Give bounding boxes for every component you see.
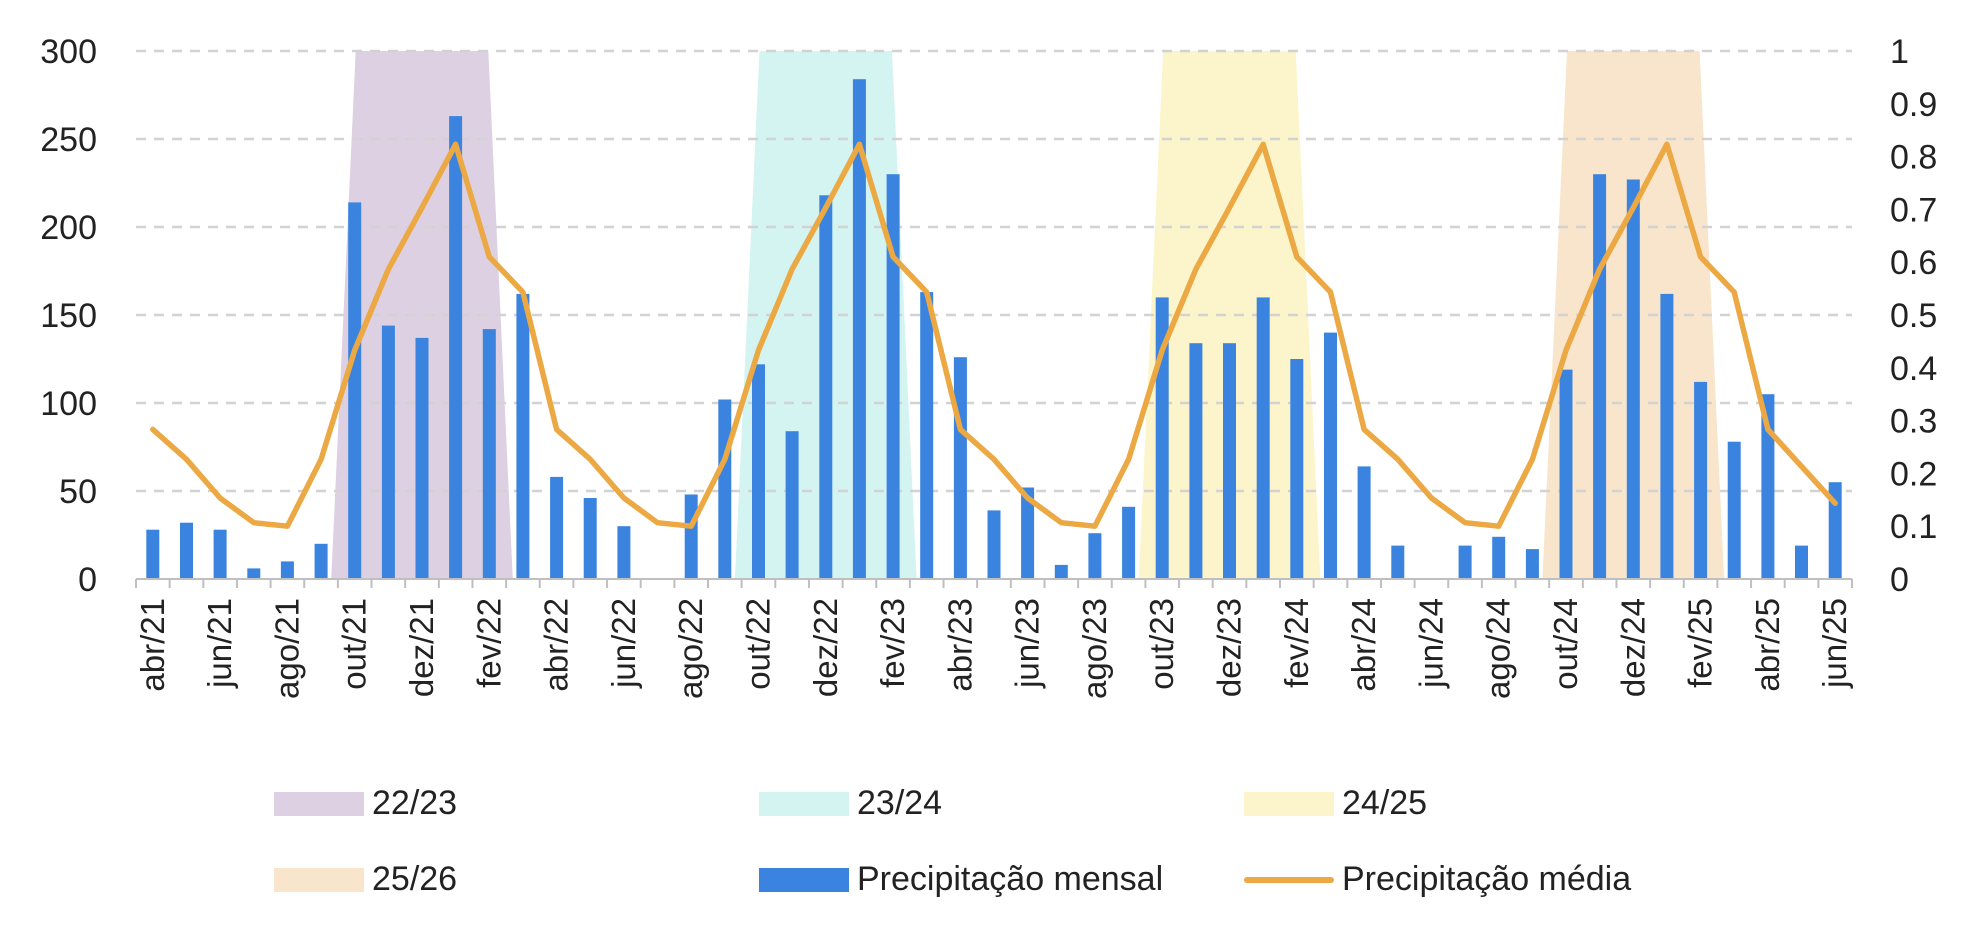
y-right-tick-label: 0.1 bbox=[1890, 508, 1937, 546]
y-right-tick-label: 0 bbox=[1890, 561, 1909, 599]
bar-nov/21 bbox=[381, 325, 395, 579]
y-right-tick-label: 0.6 bbox=[1890, 244, 1937, 282]
bar-out/24 bbox=[1559, 369, 1573, 579]
bar-out/21 bbox=[348, 202, 362, 579]
bar-dez/21 bbox=[415, 337, 429, 579]
bar-set/21 bbox=[314, 543, 328, 579]
bar-mar/24 bbox=[1324, 332, 1337, 579]
bar-jan/23 bbox=[852, 79, 866, 579]
x-tick-label: dez/21 bbox=[403, 598, 440, 697]
bar-fev/24 bbox=[1290, 359, 1304, 579]
bar-nov/23 bbox=[1189, 343, 1203, 579]
bar-mai/22 bbox=[583, 498, 597, 579]
bar-jun/22 bbox=[617, 526, 631, 579]
bar-jan/24 bbox=[1256, 297, 1270, 579]
y-left-tick-label: 50 bbox=[59, 473, 97, 511]
x-tick-label: ago/23 bbox=[1076, 598, 1113, 699]
x-tick-label: out/22 bbox=[740, 598, 777, 690]
x-tick-label: dez/24 bbox=[1614, 598, 1651, 697]
y-left-tick-label: 100 bbox=[40, 385, 97, 423]
x-tick-label: jun/21 bbox=[201, 598, 238, 689]
x-tick-label: fev/25 bbox=[1682, 598, 1719, 688]
bar-jul/21 bbox=[247, 568, 261, 579]
y-left-tick-label: 150 bbox=[40, 297, 97, 335]
bar-mai/21 bbox=[180, 522, 193, 579]
x-tick-label: fev/24 bbox=[1278, 598, 1315, 688]
bar-fev/22 bbox=[482, 329, 496, 579]
bar-ago/23 bbox=[1088, 533, 1102, 579]
y-right-tick-label: 1 bbox=[1890, 33, 1909, 71]
y-left-tick-label: 250 bbox=[40, 121, 97, 159]
x-tick-label: ago/21 bbox=[268, 598, 305, 699]
bar-mar/22 bbox=[516, 293, 530, 579]
bar-abr/23 bbox=[953, 357, 967, 579]
bar-ago/21 bbox=[280, 561, 294, 579]
bar-ago/24 bbox=[1492, 536, 1506, 579]
bar-fev/25 bbox=[1694, 381, 1708, 579]
x-tick-label: fev/22 bbox=[470, 598, 507, 688]
bar-abr/25 bbox=[1761, 394, 1775, 579]
y-right-tick-label: 0.5 bbox=[1890, 297, 1937, 335]
bar-out/22 bbox=[752, 364, 765, 579]
bar-fev/23 bbox=[886, 174, 900, 579]
y-left-tick-label: 200 bbox=[40, 209, 97, 247]
x-tick-label: abr/24 bbox=[1345, 598, 1382, 692]
y-right-tick-label: 0.7 bbox=[1890, 191, 1937, 229]
y-right-tick-label: 0.2 bbox=[1890, 455, 1937, 493]
x-tick-label: abr/25 bbox=[1749, 598, 1786, 692]
y-right-tick-label: 0.8 bbox=[1890, 139, 1937, 177]
x-tick-label: abr/22 bbox=[538, 598, 575, 692]
bar-abr/24 bbox=[1357, 466, 1371, 579]
bar-jan/22 bbox=[449, 116, 463, 579]
x-tick-label: out/21 bbox=[336, 598, 373, 690]
x-tick-label: abr/21 bbox=[134, 598, 171, 692]
bar-abr/21 bbox=[146, 529, 160, 579]
x-tick-label: out/23 bbox=[1143, 598, 1180, 690]
x-tick-label: abr/23 bbox=[941, 598, 978, 692]
bar-jun/21 bbox=[213, 529, 227, 579]
x-tick-label: dez/22 bbox=[807, 598, 844, 697]
x-tick-label: ago/24 bbox=[1480, 598, 1517, 699]
y-right-tick-label: 0.9 bbox=[1890, 86, 1937, 124]
bar-mai/24 bbox=[1391, 545, 1405, 579]
bar-mar/25 bbox=[1727, 441, 1741, 579]
y-left-tick-label: 0 bbox=[78, 561, 97, 599]
x-tick-label: out/24 bbox=[1547, 598, 1584, 690]
bar-dez/24 bbox=[1626, 179, 1640, 579]
bar-mar/23 bbox=[920, 292, 934, 579]
bar-jun/23 bbox=[1021, 487, 1035, 579]
bar-nov/22 bbox=[785, 431, 799, 579]
x-tick-label: jun/25 bbox=[1816, 598, 1853, 689]
x-tick-label: jun/23 bbox=[1009, 598, 1046, 689]
bar-jun/25 bbox=[1828, 482, 1842, 579]
x-tick-label: fev/23 bbox=[874, 598, 911, 688]
x-tick-label: ago/22 bbox=[672, 598, 709, 699]
bar-nov/24 bbox=[1593, 174, 1607, 579]
bar-mai/25 bbox=[1795, 545, 1808, 579]
bar-dez/23 bbox=[1223, 343, 1236, 579]
bar-set/23 bbox=[1122, 506, 1136, 579]
y-right-tick-label: 0.3 bbox=[1890, 403, 1937, 441]
x-tick-label: jun/24 bbox=[1412, 598, 1449, 689]
bar-abr/22 bbox=[550, 476, 564, 579]
bar-jul/24 bbox=[1458, 545, 1472, 579]
bar-mai/23 bbox=[987, 510, 1001, 579]
y-right-tick-label: 0.4 bbox=[1890, 350, 1937, 388]
bar-jan/25 bbox=[1660, 293, 1674, 579]
bar-set/22 bbox=[718, 399, 732, 579]
bar-ago/22 bbox=[684, 494, 698, 579]
bar-dez/22 bbox=[819, 195, 833, 580]
x-tick-label: dez/23 bbox=[1211, 598, 1248, 697]
y-left-tick-label: 300 bbox=[40, 33, 97, 71]
bar-jul/23 bbox=[1054, 564, 1068, 579]
average-precipitation-line bbox=[150, 141, 1838, 529]
bar-set/24 bbox=[1525, 549, 1539, 579]
x-tick-label: jun/22 bbox=[605, 598, 642, 689]
